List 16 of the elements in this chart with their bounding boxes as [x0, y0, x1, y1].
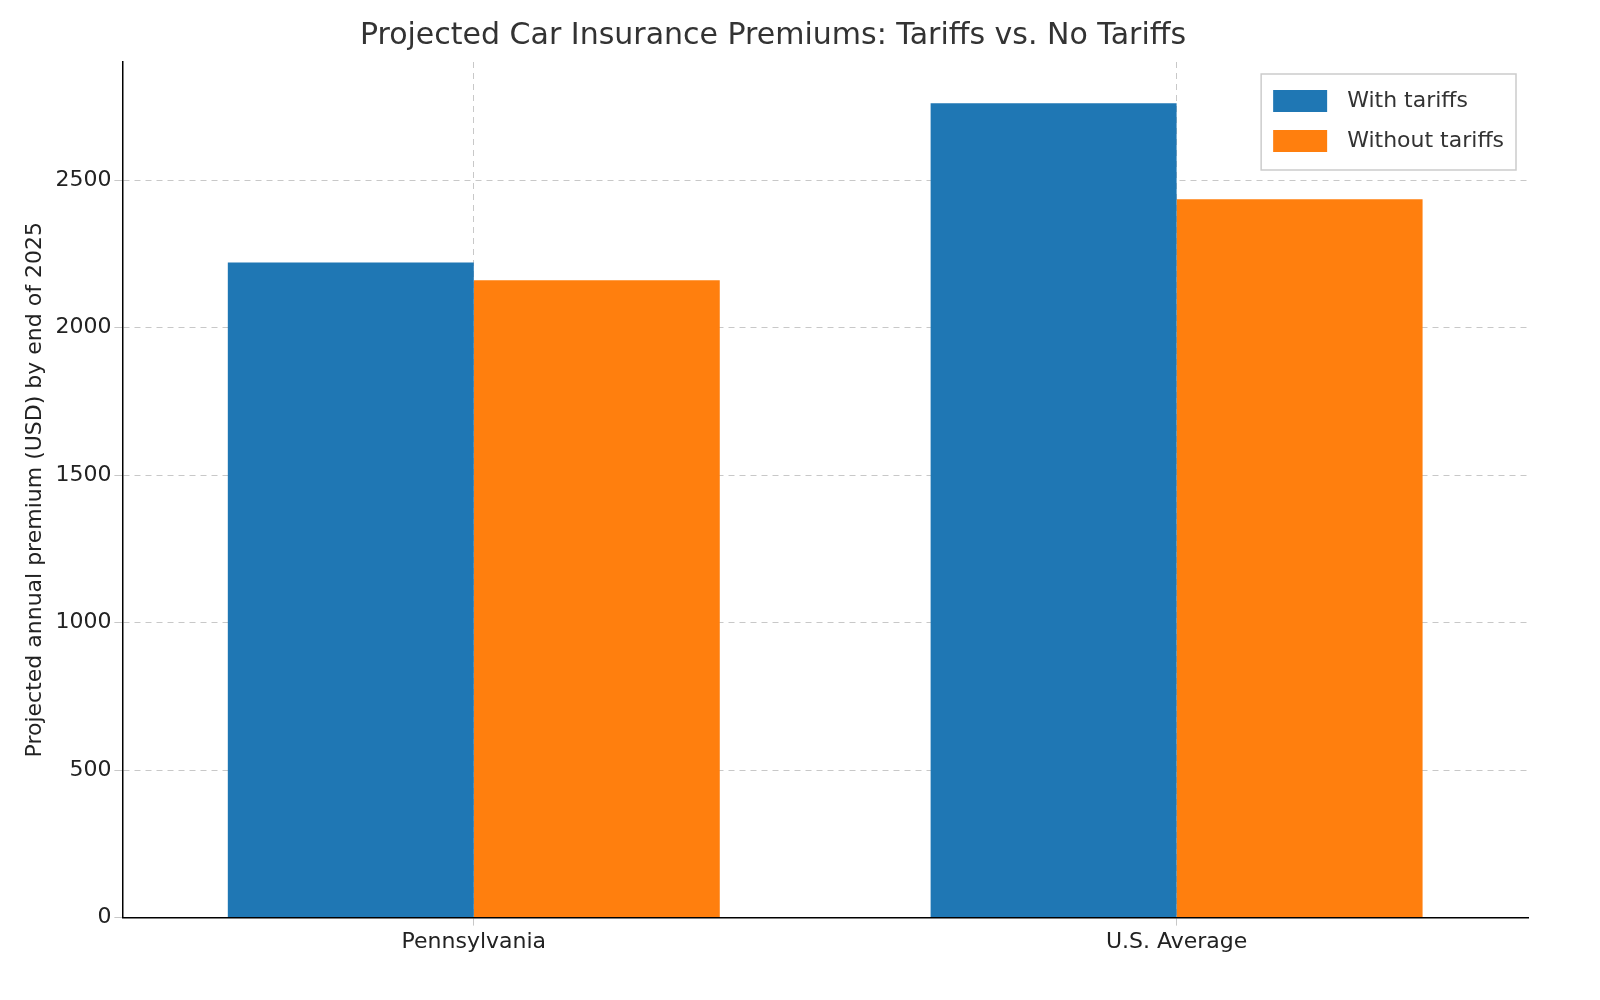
y-axis-title: Projected annual premium (USD) by end of 2025	[20, 222, 46, 758]
bar	[227, 262, 474, 918]
bar	[930, 103, 1177, 918]
y-tick-label: 500	[69, 755, 112, 781]
bar	[1176, 199, 1423, 918]
y-tick-label: 1500	[55, 460, 112, 486]
x-tick-label: Pennsylvania	[401, 927, 547, 953]
y-tick-label: 2000	[55, 313, 112, 339]
x-tick-label: U.S. Average	[1105, 927, 1248, 953]
y-tick-label: 1000	[55, 608, 112, 634]
bar	[473, 280, 720, 918]
y-tick-label: 2500	[55, 165, 112, 191]
legend-label: With tariffs	[1347, 86, 1468, 112]
legend-label: Without tariffs	[1347, 126, 1504, 152]
y-tick-label: 0	[97, 903, 112, 929]
chart-title: Projected Car Insurance Premiums: Tariffs vs. No Tariffs	[359, 15, 1187, 51]
